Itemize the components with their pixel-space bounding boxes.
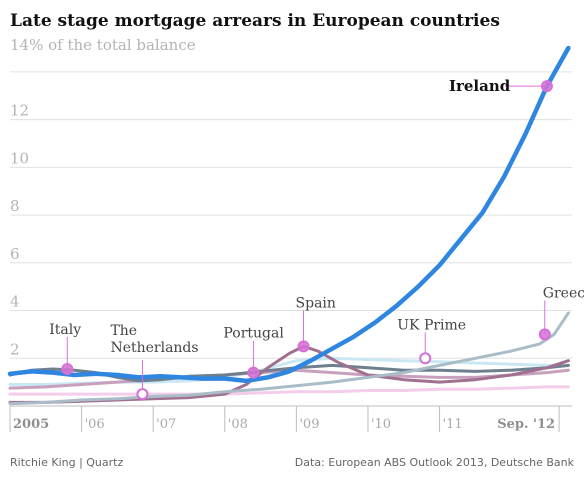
label-greece: Greece [543,285,584,301]
y-tick-4: 4 [10,293,20,311]
marker-spain [297,340,310,353]
footer-credit: Ritchie King | Quartz [10,456,123,469]
y-tick-8: 8 [10,197,20,215]
x-tick-label: '11 [443,417,463,432]
series-greece [8,311,570,406]
y-tick-12: 12 [10,102,29,120]
marker-ireland [540,80,553,93]
series-lines [7,45,571,406]
marker-italy [61,363,74,376]
chart-title: Late stage mortgage arrears in European … [10,11,500,31]
marker-uk-prime [419,352,432,365]
y-tick-labels: 2 4 6 8 10 12 [10,102,29,359]
label-ireland: Ireland [449,77,511,95]
label-portugal: Portugal [223,326,284,342]
y-tick-6: 6 [10,245,20,263]
y-tick-10: 10 [10,149,29,167]
x-tick-label: '08 [228,417,248,432]
x-tick-label: '07 [156,417,176,432]
grid [10,71,572,359]
x-tick-label: Sep. '12 [497,417,555,432]
marker-portugal [247,366,260,379]
y-tick-2: 2 [10,340,20,358]
label-uk-prime: UK Prime [397,317,466,333]
x-tick-label: 2005 [13,417,49,432]
x-axis: 2005 '06 '07 '08 '09 '10 '11 Sep. '12 [9,405,572,432]
marker-the-netherlands [136,388,149,401]
marker-greece [538,328,551,341]
label-italy: Italy [49,322,81,338]
label-spain: Spain [296,295,336,311]
footer-source: Data: European ABS Outlook 2013, Deutsch… [295,456,575,469]
y-axis-label: 14% of the total balance [10,36,196,54]
series-ireland [7,45,571,384]
x-tick-label: '09 [299,417,319,432]
x-tick-label: '10 [371,417,391,432]
annotations: Ireland Greece Spain UK Prime Portugal Italy T… [49,77,584,401]
x-tick-label: '06 [85,417,105,432]
series-the-netherlands [8,385,570,396]
label-the-netherlands: The Netherlands [110,323,198,356]
series-italy [8,363,570,383]
